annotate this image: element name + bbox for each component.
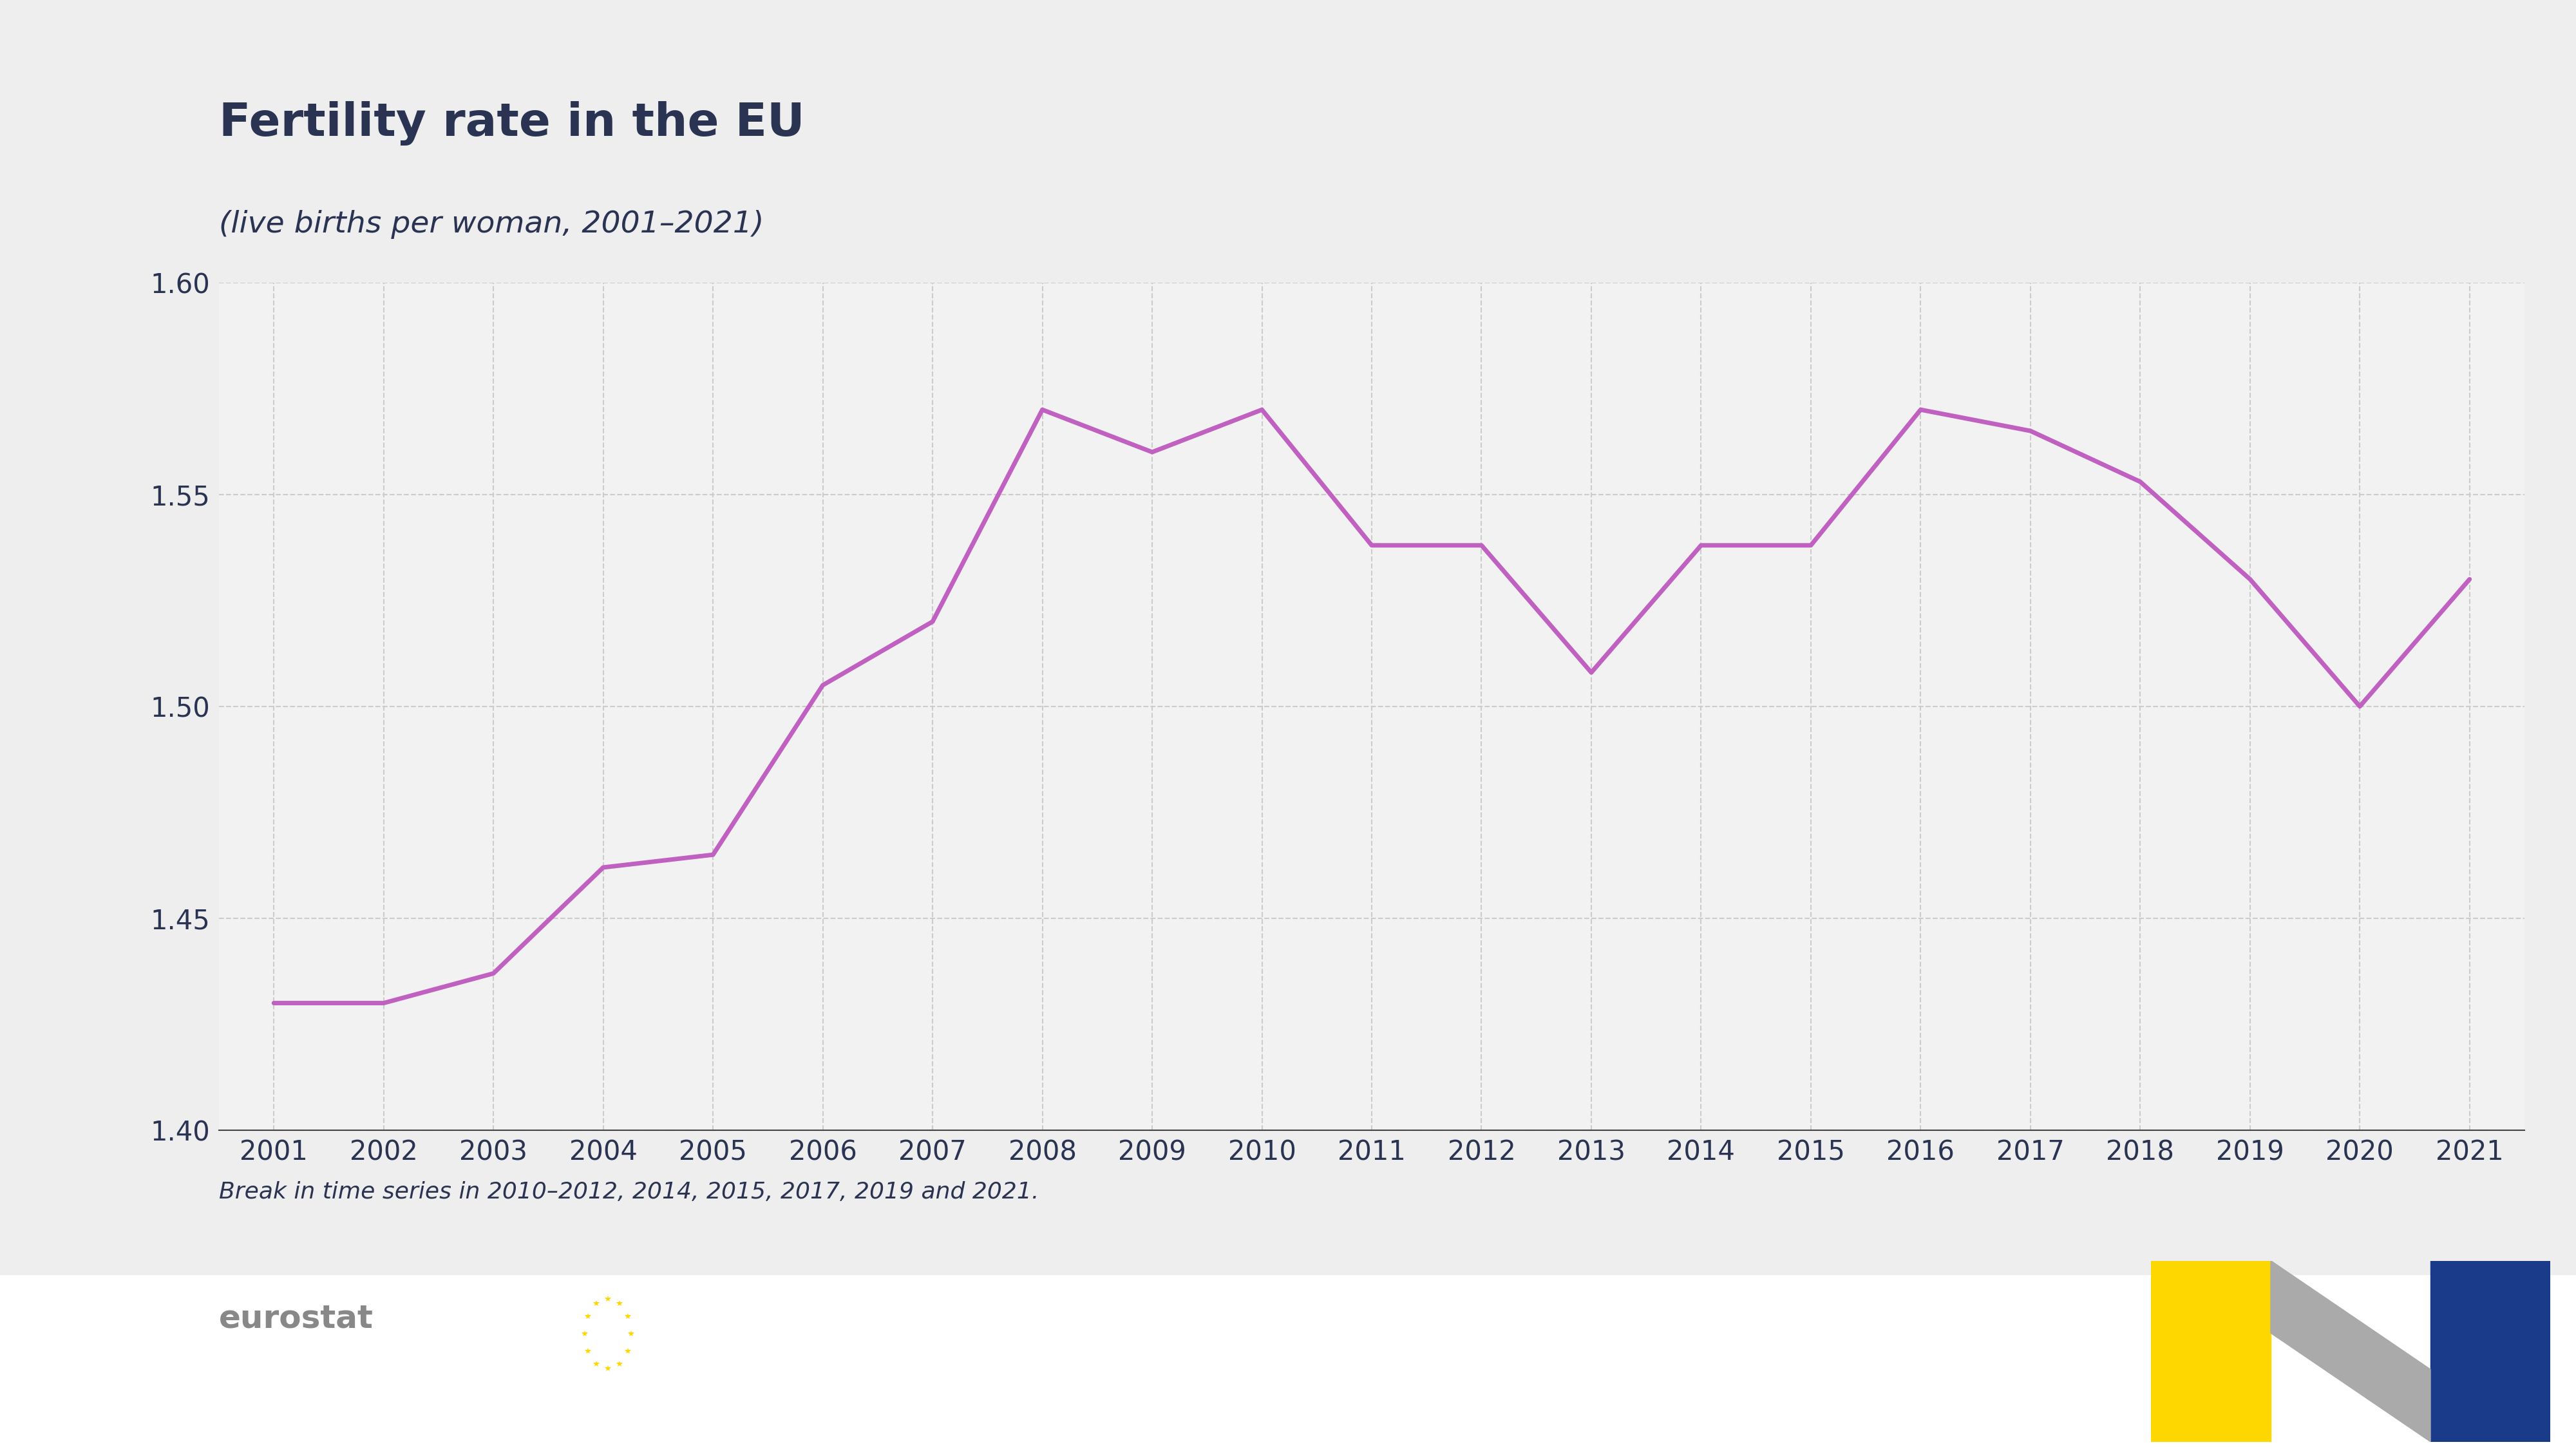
Text: eurostat: eurostat <box>219 1303 374 1335</box>
Text: (live births per woman, 2001–2021): (live births per woman, 2001–2021) <box>219 210 765 239</box>
Polygon shape <box>2432 1261 2550 1442</box>
Polygon shape <box>2272 1261 2432 1442</box>
Text: Break in time series in 2010–2012, 2014, 2015, 2017, 2019 and 2021.: Break in time series in 2010–2012, 2014,… <box>219 1181 1038 1203</box>
Text: Fertility rate in the EU: Fertility rate in the EU <box>219 101 804 146</box>
Polygon shape <box>2151 1261 2272 1442</box>
